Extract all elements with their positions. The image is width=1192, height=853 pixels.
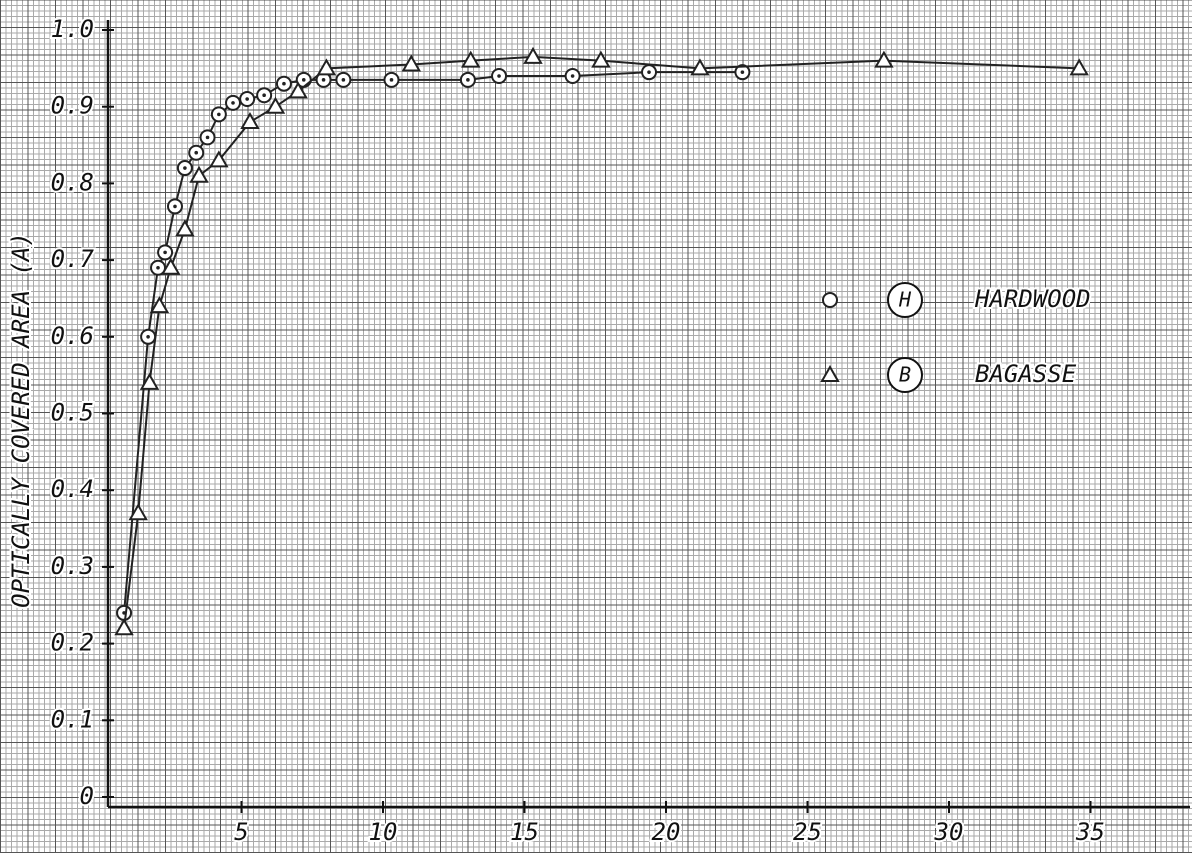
x-tick-label: 35 bbox=[1075, 818, 1105, 846]
marker-dot bbox=[194, 151, 198, 155]
marker-dot bbox=[163, 251, 167, 255]
series-line bbox=[124, 72, 742, 613]
marker-dot bbox=[390, 78, 394, 82]
marker-dot bbox=[156, 266, 160, 270]
marker-dot bbox=[466, 78, 470, 82]
marker-dot bbox=[741, 70, 745, 74]
series-line bbox=[124, 57, 1079, 628]
marker bbox=[191, 168, 207, 182]
y-tick-label: 0.9 bbox=[51, 92, 94, 120]
y-tick-label: 0 bbox=[80, 782, 94, 810]
marker-dot bbox=[647, 70, 651, 74]
legend-letter: H bbox=[898, 288, 912, 312]
y-axis-label: OPTICALLY COVERED AREA (A) bbox=[7, 232, 35, 608]
marker-dot bbox=[342, 78, 346, 82]
marker bbox=[876, 53, 892, 67]
y-tick-label: 0.1 bbox=[51, 705, 94, 733]
y-tick-label: 0.8 bbox=[51, 168, 94, 196]
marker-dot bbox=[282, 82, 286, 86]
legend-label: BAGASSE bbox=[975, 360, 1077, 388]
marker bbox=[525, 49, 541, 63]
y-tick-label: 0.3 bbox=[51, 552, 94, 580]
marker bbox=[242, 114, 258, 128]
x-tick-label: 30 bbox=[934, 818, 964, 846]
marker-dot bbox=[302, 78, 306, 82]
marker-dot bbox=[231, 101, 235, 105]
marker-dot bbox=[262, 93, 266, 97]
marker bbox=[823, 293, 837, 307]
y-tick-label: 0.4 bbox=[51, 475, 94, 503]
marker bbox=[177, 221, 193, 235]
marker-dot bbox=[146, 335, 150, 339]
marker bbox=[267, 99, 283, 113]
marker-dot bbox=[497, 74, 501, 78]
marker bbox=[116, 620, 132, 634]
x-tick-label: 5 bbox=[234, 818, 248, 846]
marker bbox=[822, 367, 838, 381]
y-tick-label: 0.6 bbox=[51, 322, 94, 350]
y-tick-label: 0.5 bbox=[51, 399, 94, 427]
y-tick-label: 0.2 bbox=[51, 629, 94, 657]
marker-dot bbox=[322, 78, 326, 82]
legend-label: HARDWOOD bbox=[974, 285, 1091, 313]
x-tick-label: 15 bbox=[510, 818, 539, 846]
marker-dot bbox=[245, 97, 249, 101]
marker-dot bbox=[173, 205, 177, 209]
marker-dot bbox=[571, 74, 575, 78]
x-tick-label: 25 bbox=[793, 818, 822, 846]
marker-dot bbox=[217, 113, 221, 117]
y-tick-label: 1.0 bbox=[51, 15, 94, 43]
x-tick-label: 10 bbox=[369, 818, 398, 846]
chart: OPTICALLY COVERED AREA (A) 0 0.1 0.2 0.3 0.4… bbox=[0, 0, 1192, 853]
x-tick-label: 20 bbox=[652, 818, 681, 846]
marker-dot bbox=[206, 136, 210, 140]
y-tick-label: 0.7 bbox=[51, 245, 95, 273]
marker-dot bbox=[183, 166, 187, 170]
legend-letter: B bbox=[899, 363, 911, 387]
